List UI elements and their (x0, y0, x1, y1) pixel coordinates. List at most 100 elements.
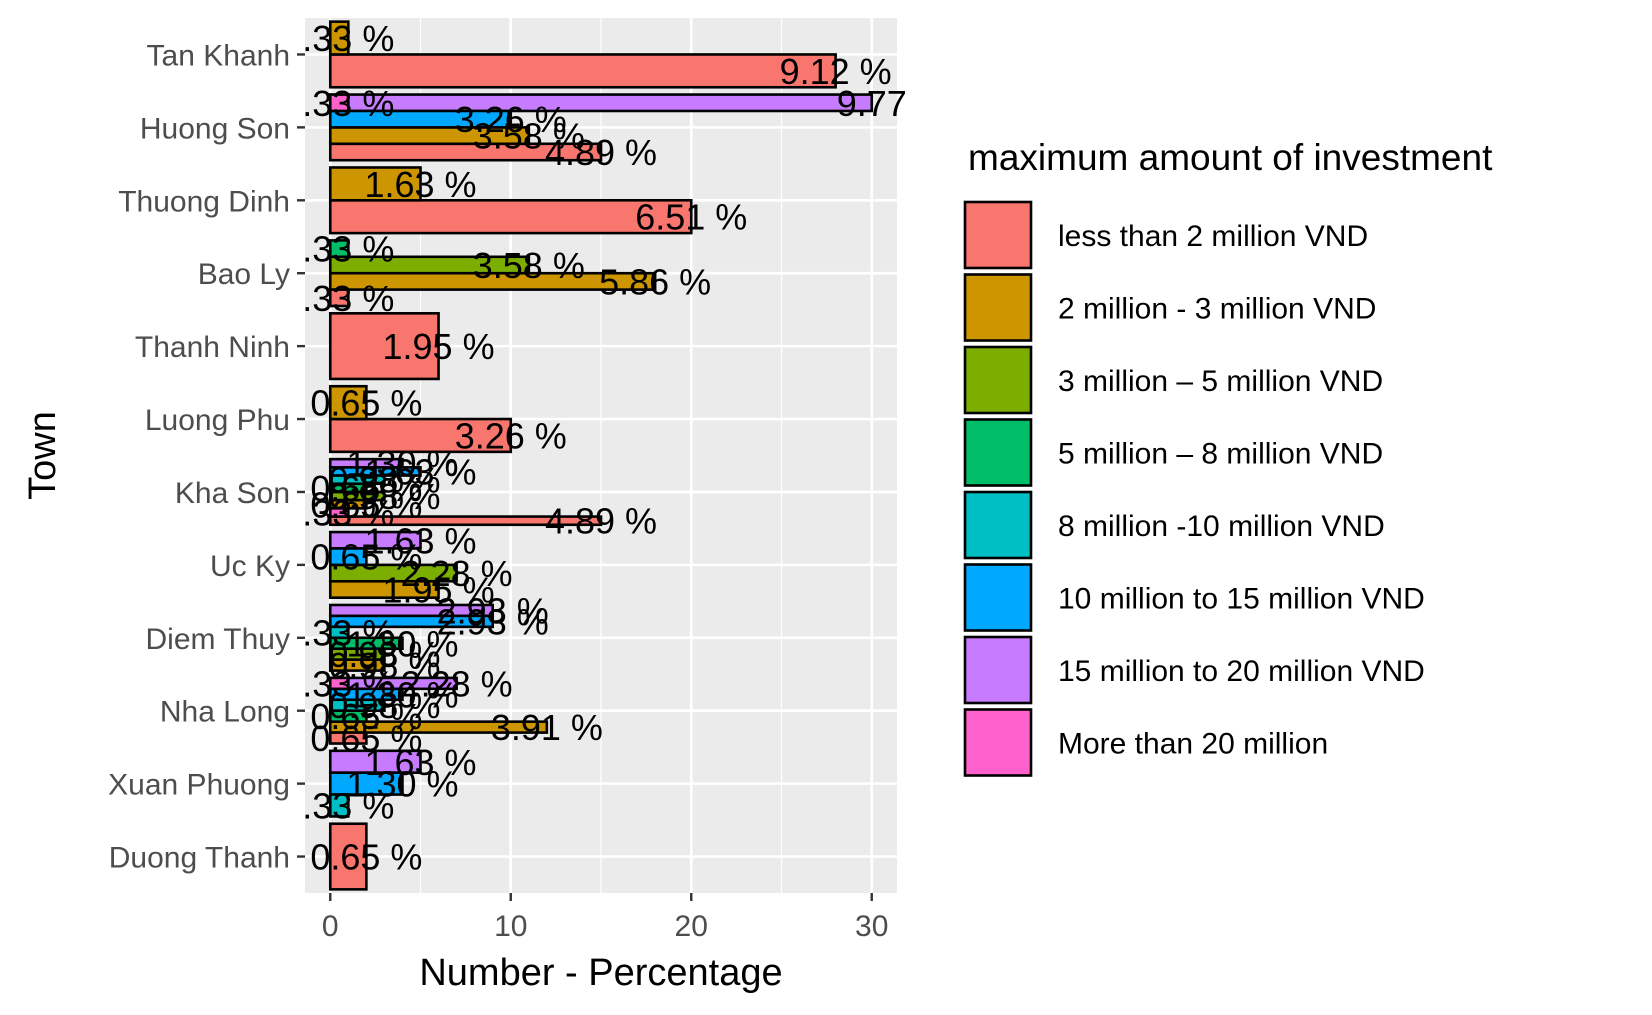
bar (328, 20, 350, 56)
bar-label: 2.93 % (437, 590, 549, 631)
bar (328, 771, 404, 796)
bar (328, 198, 693, 235)
x-axis: 0 10 20 30 (322, 893, 888, 943)
bar (328, 793, 350, 818)
bar-label: 1.30 % (346, 443, 458, 484)
bar-label: 4.89 % (545, 132, 657, 173)
bar-label: 0.65 % (310, 484, 422, 525)
bar-label: 1.30 % (346, 674, 458, 715)
bar-label: 9.12 % (780, 51, 892, 92)
legend-label: 5 million – 8 million VND (1058, 438, 1383, 471)
y-axis-title: Town (22, 411, 64, 500)
legend-label: More than 20 million (1058, 728, 1328, 761)
bar (328, 288, 350, 308)
x-tick-label: 10 (494, 910, 527, 943)
y-tick-label: Thuong Dinh (118, 185, 290, 218)
bar (328, 614, 495, 629)
legend-label: less than 2 million VND (1058, 220, 1368, 253)
bar (328, 93, 874, 113)
bar (328, 658, 386, 672)
bar-label: 3.58 % (473, 245, 585, 286)
legend-key (963, 200, 1033, 270)
y-tick-label: Bao Ly (198, 258, 290, 291)
y-tick-label: Xuan Phuong (108, 769, 290, 802)
bar-label: 1.95 % (383, 569, 495, 610)
bar (328, 731, 368, 745)
y-tick-label: Tan Khanh (147, 39, 290, 72)
bar-label: 1.30 % (346, 623, 458, 664)
bar-label: 1.63 % (364, 742, 476, 783)
bar (328, 312, 440, 381)
legend-label: 10 million to 15 million VND (1058, 583, 1425, 616)
bar-labels-group: .33 %9.12 %9.77.33 % 3.26 %3.58 %4.89 %1.… (302, 18, 906, 877)
bar-label: .33 % (302, 612, 394, 653)
bar-label: 0.65 % (310, 537, 422, 578)
bar (328, 239, 350, 259)
y-tick-label: Nha Long (160, 696, 290, 729)
bar-label: 0.98 % (328, 685, 440, 726)
y-axis: Tan Khanh Huong Son Thuong Dinh Bao Ly Thanh… (108, 39, 305, 875)
y-tick-label: Kha Son (175, 477, 290, 510)
legend-label: 3 million – 5 million VND (1058, 365, 1383, 398)
bar-label: 0.65 % (310, 837, 422, 878)
bar-label: 0.98 % (328, 476, 440, 517)
bar-label: 0.65 % (310, 696, 422, 737)
y-tick-label: Uc Ky (210, 550, 290, 583)
bar-label: 3.26 % (455, 99, 567, 140)
bar (328, 53, 837, 89)
bar-label: 2.93 % (437, 601, 549, 642)
bar-label: .33 % (302, 18, 394, 59)
bar (328, 417, 513, 454)
x-tick-label: 20 (675, 910, 708, 943)
bar (328, 579, 440, 599)
bar-label: 3.26 % (455, 415, 567, 456)
bar (328, 482, 368, 494)
bar (328, 625, 350, 640)
bar-label: 0.98 % (328, 645, 440, 686)
bar (328, 676, 350, 691)
bar-label: 2.28 % (401, 663, 513, 704)
bar (328, 515, 603, 527)
legend: maximum amount of investment less than 2… (963, 137, 1493, 777)
bar (328, 255, 531, 275)
bar-label: 0.65 % (310, 383, 422, 424)
bar (328, 384, 368, 421)
bar-label: .33 % (302, 492, 394, 533)
bar-label: 0.98 % (328, 460, 440, 501)
legend-key (963, 490, 1033, 560)
legend-key (963, 635, 1033, 705)
y-tick-label: Diem Thuy (146, 623, 291, 656)
bar-label: 5.86 % (599, 261, 711, 302)
bar (328, 530, 422, 550)
bar (328, 109, 513, 129)
y-tick-label: Luong Phu (145, 404, 290, 437)
bar-label: 2.28 % (401, 553, 513, 594)
legend-key (963, 708, 1033, 777)
bar-label: 3.91 % (491, 707, 603, 748)
bar-label: 1.63 % (364, 520, 476, 561)
bar-label: .33 % (302, 786, 394, 827)
bar-label: 1.95 % (383, 326, 495, 367)
bar-label: 3.58 % (473, 116, 585, 157)
legend-key (963, 273, 1033, 342)
bars-group (328, 20, 874, 891)
bar (328, 507, 350, 518)
bar-label: .33 % (302, 229, 394, 270)
y-tick-label: Thanh Ninh (135, 331, 290, 364)
bar-label: 6.51 % (635, 197, 747, 238)
bar-label: .33 % (302, 83, 394, 124)
bar (328, 709, 368, 723)
legend-label: 8 million -10 million VND (1058, 510, 1385, 543)
bar (328, 166, 422, 202)
bar-label: .33 % (302, 278, 394, 319)
legend-key (963, 345, 1033, 415)
bar-label: 0.98 % (328, 634, 440, 675)
bar (328, 720, 549, 734)
bar (328, 547, 368, 567)
bar-label: .33 % (302, 663, 394, 704)
legend-label: 15 million to 20 million VND (1058, 655, 1425, 688)
y-tick-label: Duong Thanh (109, 842, 290, 875)
bar-label: 0.65 % (310, 718, 422, 759)
bar-label: 1.63 % (364, 451, 476, 492)
